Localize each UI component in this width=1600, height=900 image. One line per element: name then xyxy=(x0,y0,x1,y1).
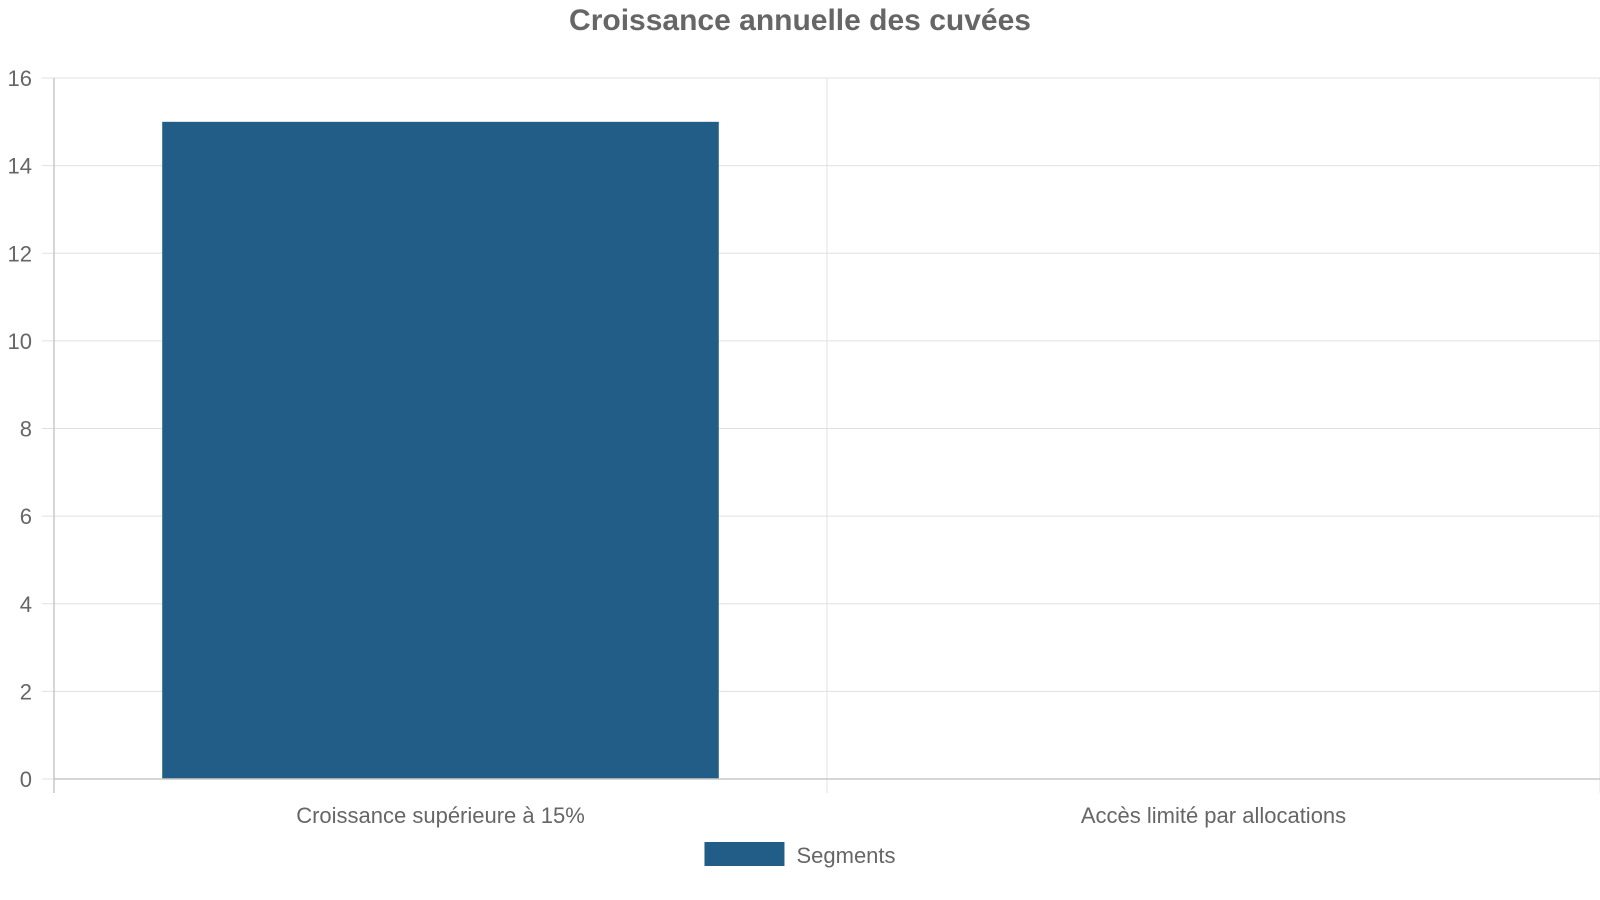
legend[interactable]: Segments xyxy=(704,842,896,868)
y-tick-label: 2 xyxy=(20,679,32,704)
chart-title: Croissance annuelle des cuvées xyxy=(569,4,1031,37)
y-tick-label: 16 xyxy=(8,66,32,91)
y-tick-label: 6 xyxy=(20,504,32,529)
y-tick-label: 4 xyxy=(20,592,32,617)
x-category-label: Croissance supérieure à 15% xyxy=(296,803,585,828)
x-axis-category-labels: Croissance supérieure à 15% Accès limité … xyxy=(296,803,1346,828)
y-tick-label: 8 xyxy=(20,417,32,442)
y-tick-label: 12 xyxy=(8,241,32,266)
legend-label[interactable]: Segments xyxy=(796,843,895,868)
legend-swatch[interactable] xyxy=(704,842,785,866)
y-axis-tick-labels: 0 2 4 6 8 10 12 14 16 xyxy=(8,66,32,792)
bars xyxy=(162,121,719,779)
bar-1[interactable] xyxy=(162,121,719,779)
y-tick-label: 0 xyxy=(20,767,32,792)
y-tick-label: 10 xyxy=(8,329,32,354)
x-category-label: Accès limité par allocations xyxy=(1081,803,1346,828)
y-tick-label: 14 xyxy=(8,154,32,179)
